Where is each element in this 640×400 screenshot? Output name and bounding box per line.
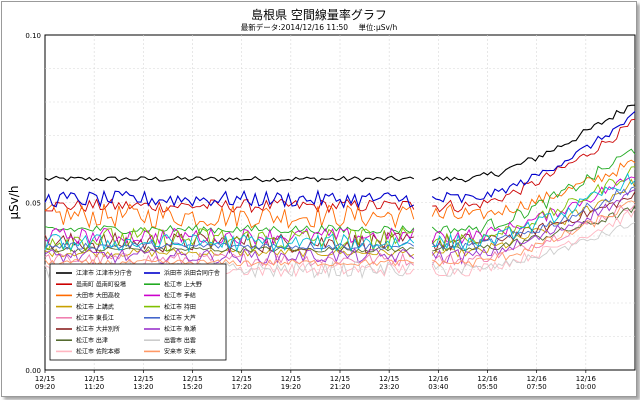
x-tick-label-date: 12/15	[232, 375, 252, 383]
x-tick-label-date: 12/15	[379, 375, 399, 383]
x-tick-label-time: 23:20	[379, 383, 399, 391]
series-line	[44, 166, 636, 253]
x-tick-label-time: 15:20	[182, 383, 202, 391]
x-tick-label-date: 12/16	[428, 375, 449, 383]
y-axis-label: μSv/h	[7, 185, 21, 219]
series-line	[44, 200, 636, 268]
legend-entry-label: 松江市 上講武	[76, 303, 114, 311]
x-tick-label-date: 12/15	[182, 375, 202, 383]
legend-entry-label: 安来市 安来	[164, 348, 196, 356]
series-line	[44, 189, 636, 265]
legend-entry-label: 松江市 出津	[76, 336, 108, 344]
legend-entry-label: 邑南町 邑南町役場	[76, 280, 126, 288]
y-tick-label: 0.05	[25, 200, 41, 208]
legend-entry-label: 松江市 上大野	[164, 280, 202, 288]
latest-data-label: 最新データ:2014/12/16 11:50	[240, 23, 349, 32]
x-tick-label-time: 05:50	[477, 383, 497, 391]
x-tick-label-date: 12/15	[281, 375, 301, 383]
x-tick-label-time: 19:20	[281, 383, 301, 391]
legend-entry-label: 松江市 大芦	[164, 314, 196, 322]
legend-entry-label: 松江市 大井別所	[76, 325, 120, 333]
x-tick-label-time: 03:40	[428, 383, 448, 391]
x-tick-label-date: 12/15	[330, 375, 350, 383]
legend-entry-label: 松江市 手結	[164, 292, 196, 300]
series-line	[44, 172, 636, 253]
x-tick-label-time: 13:20	[133, 383, 153, 391]
legend-entry-label: 出雲市 出雲	[164, 336, 196, 344]
legend-entry-label: 松江市 持田	[164, 303, 196, 311]
series-line	[44, 159, 636, 229]
legend-entry-label: 松江市 佐陀本郷	[76, 348, 120, 356]
x-tick-label-time: 07:50	[527, 383, 547, 391]
series-line	[44, 110, 636, 209]
x-tick-label-date: 12/15	[35, 375, 55, 383]
x-tick-label-date: 12/15	[84, 375, 104, 383]
legend-entry-label: 江津市 江津市分庁舎	[76, 269, 132, 277]
legend-box	[49, 263, 227, 361]
x-tick-label-date: 12/16	[477, 375, 498, 383]
x-tick-label-date: 12/15	[133, 375, 153, 383]
y-tick-label: 0.10	[25, 32, 41, 40]
legend-entry-label: 松江市 東長江	[76, 314, 114, 322]
legend-entry-label: 大田市 大田高校	[76, 292, 120, 300]
series-line	[44, 176, 636, 246]
x-tick-label-time: 21:20	[330, 383, 350, 391]
legend-entry-label: 浜田市 浜田合同庁舎	[164, 269, 220, 277]
x-tick-label-date: 12/16	[576, 375, 597, 383]
x-tick-label-time: 10:00	[576, 383, 596, 391]
series-line	[44, 104, 636, 183]
legend-entry-label: 松江市 魚瀬	[164, 325, 196, 333]
chart-subtitle: 最新データ:2014/12/16 11:50 単位:μSv/h	[2, 22, 636, 33]
line-chart: 12/1509:2012/1511:2012/1513:2012/1515:20…	[7, 32, 636, 391]
x-tick-label-time: 17:20	[232, 383, 252, 391]
x-tick-label-time: 09:20	[35, 383, 55, 391]
series-line	[44, 118, 636, 214]
x-tick-label-date: 12/16	[527, 375, 548, 383]
unit-label: 単位:μSv/h	[358, 23, 398, 32]
y-tick-label: 0.00	[25, 367, 41, 375]
x-tick-label-time: 11:20	[84, 383, 104, 391]
chart-title: 島根県 空間線量率グラフ	[251, 8, 387, 22]
